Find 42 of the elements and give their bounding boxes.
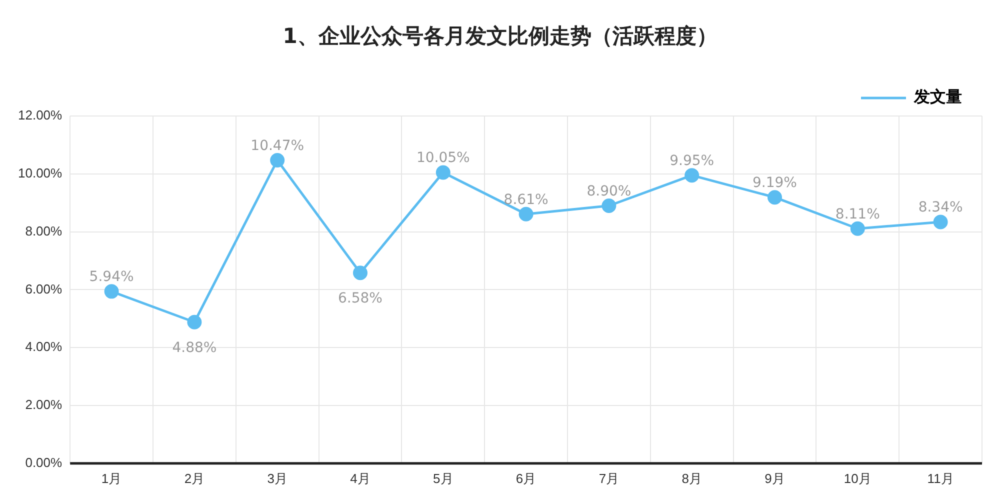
- point: [768, 190, 782, 205]
- data-label: 8.34%: [918, 200, 963, 216]
- point: [933, 214, 948, 230]
- chart-title: 1、企业公众号各月发文比例走势（活跃程度）: [282, 23, 718, 50]
- y-tick-label: 4.00%: [25, 339, 63, 354]
- data-label: 6.58%: [338, 290, 382, 307]
- point: [602, 198, 616, 213]
- point: [104, 284, 119, 299]
- point: [436, 165, 450, 180]
- data-label: 4.88%: [172, 340, 217, 356]
- x-tick-label: 9月: [764, 470, 785, 486]
- y-tick-label: 0.00%: [25, 454, 63, 470]
- data-label: 8.61%: [504, 192, 548, 208]
- point: [684, 168, 700, 183]
- x-tick-label: 7月: [598, 470, 620, 486]
- point: [187, 314, 202, 330]
- data-label: 9.19%: [752, 174, 797, 191]
- x-tick-label: 5月: [433, 470, 454, 486]
- y-tick-label: 12.00%: [18, 108, 63, 123]
- point: [850, 221, 865, 236]
- x-tick-label: 6月: [516, 470, 536, 486]
- data-label: 8.11%: [835, 206, 880, 222]
- x-tick-label: 4月: [350, 470, 370, 486]
- x-tick-label: 10月: [844, 470, 872, 486]
- point: [518, 206, 534, 222]
- y-tick-label: 2.00%: [25, 397, 63, 412]
- y-tick-label: 10.00%: [18, 165, 63, 180]
- y-tick-label: 8.00%: [25, 223, 63, 238]
- point: [352, 266, 368, 280]
- x-tick-label: 1月: [101, 470, 122, 486]
- data-label: 9.95%: [670, 152, 714, 169]
- point: [270, 153, 285, 168]
- data-label: 10.47%: [250, 138, 304, 154]
- data-label: 8.90%: [586, 183, 632, 200]
- x-tick-label: 8月: [682, 470, 702, 486]
- data-label: 10.05%: [416, 150, 470, 166]
- y-tick-label: 6.00%: [25, 281, 63, 296]
- data-label: 5.94%: [89, 269, 134, 286]
- x-tick-label: 3月: [267, 470, 288, 486]
- x-tick-label: 11月: [927, 470, 954, 486]
- x-tick-label: 2月: [184, 470, 205, 486]
- legend-label: 发文量: [913, 87, 962, 106]
